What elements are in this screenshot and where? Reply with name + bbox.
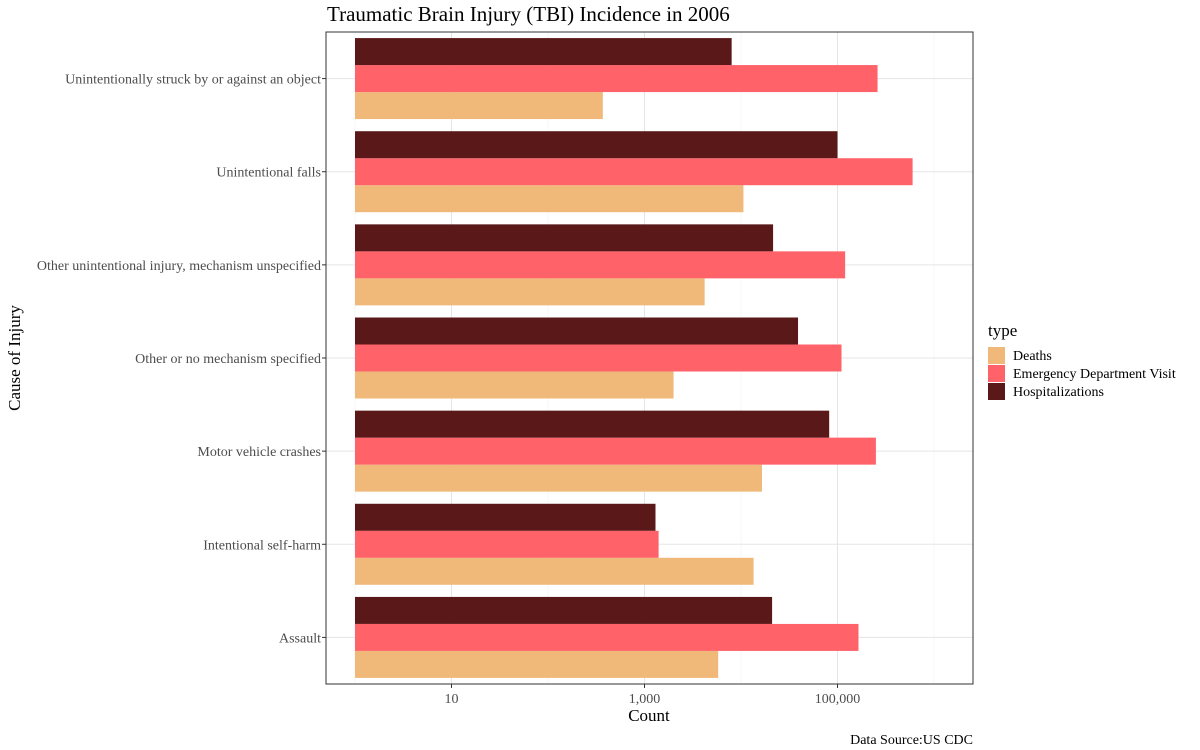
category-label: Motor vehicle crashes bbox=[197, 445, 321, 460]
x-tick-label: 10 bbox=[445, 692, 459, 707]
bar-deaths-other-or-no-mechanism-specified bbox=[355, 371, 674, 399]
bar-hospitalizations-other-or-no-mechanism-specified bbox=[355, 317, 799, 345]
bar-deaths-assault bbox=[355, 650, 719, 678]
bar-deaths-unintentionally-struck-by-or-against-an-object bbox=[355, 92, 603, 120]
y-axis-title: Cause of Injury bbox=[5, 305, 24, 411]
bar-hospitalizations-unintentionally-struck-by-or-against-an-object bbox=[355, 38, 732, 66]
bar-emergency-department-visit-unintentional-falls bbox=[355, 158, 913, 186]
bar-hospitalizations-motor-vehicle-crashes bbox=[355, 410, 830, 438]
category-label: Unintentionally struck by or against an … bbox=[65, 73, 321, 88]
category-label: Intentional self-harm bbox=[203, 538, 321, 553]
bar-deaths-other-unintentional-injury-mechanism-unspecified bbox=[355, 278, 705, 306]
x-tick-labels: 10 1,000 100,000 bbox=[445, 684, 861, 707]
category-label: Assault bbox=[279, 631, 321, 646]
legend-swatch bbox=[988, 383, 1005, 400]
bar-hospitalizations-intentional-self-harm bbox=[355, 503, 656, 531]
category-labels: Assault Intentional self-harm Motor vehicl… bbox=[37, 73, 326, 646]
bar-emergency-department-visit-unintentionally-struck-by-or-against-an-object bbox=[355, 65, 878, 93]
bars bbox=[325, 31, 974, 685]
category-label: Other or no mechanism specified bbox=[135, 352, 321, 367]
bar-emergency-department-visit-assault bbox=[355, 623, 859, 651]
legend-label: Deaths bbox=[1013, 349, 1052, 364]
chart-title: Traumatic Brain Injury (TBI) Incidence i… bbox=[327, 2, 730, 26]
x-tick-label: 1,000 bbox=[629, 692, 661, 707]
legend-label: Hospitalizations bbox=[1013, 385, 1104, 400]
category-label: Unintentional falls bbox=[216, 166, 321, 181]
caption: Data Source:US CDC bbox=[850, 733, 973, 748]
bar-hospitalizations-other-unintentional-injury-mechanism-unspecified bbox=[355, 224, 774, 252]
bar-deaths-intentional-self-harm bbox=[355, 557, 754, 585]
bar-emergency-department-visit-motor-vehicle-crashes bbox=[355, 437, 876, 465]
bar-emergency-department-visit-intentional-self-harm bbox=[355, 530, 659, 558]
legend-swatch bbox=[988, 347, 1005, 364]
legend-label: Emergency Department Visit bbox=[1013, 367, 1176, 382]
bar-hospitalizations-unintentional-falls bbox=[355, 131, 838, 159]
bar-emergency-department-visit-other-unintentional-injury-mechanism-unspecified bbox=[355, 251, 846, 279]
legend-swatch bbox=[988, 365, 1005, 382]
x-axis-title: Count bbox=[628, 706, 670, 725]
category-label: Other unintentional injury, mechanism un… bbox=[37, 259, 321, 274]
bar-deaths-motor-vehicle-crashes bbox=[355, 464, 762, 492]
legend-title: type bbox=[988, 321, 1017, 340]
x-tick-label: 100,000 bbox=[815, 692, 861, 707]
bar-emergency-department-visit-other-or-no-mechanism-specified bbox=[355, 344, 842, 372]
bar-hospitalizations-assault bbox=[355, 596, 773, 624]
legend: type Deaths Emergency Department Visit Hos… bbox=[988, 321, 1176, 400]
bar-deaths-unintentional-falls bbox=[355, 185, 744, 213]
